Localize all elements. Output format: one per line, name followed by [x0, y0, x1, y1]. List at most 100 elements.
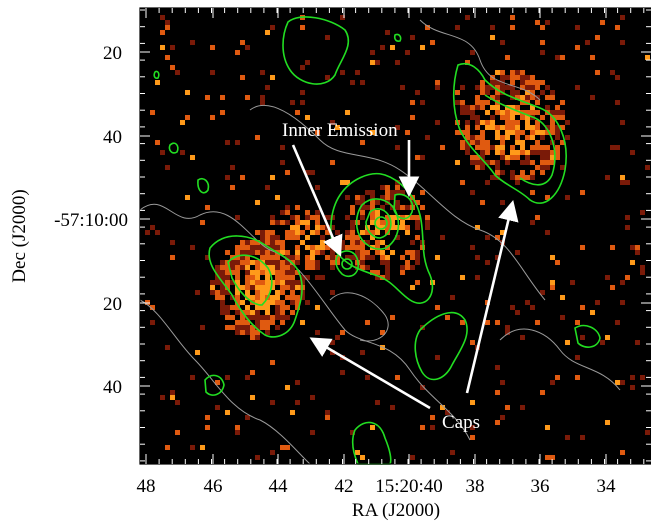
- emission-pixel: [290, 280, 295, 285]
- emission-pixel: [480, 120, 485, 125]
- emission-pixel: [245, 320, 250, 325]
- emission-pixel: [480, 80, 485, 85]
- emission-pixel: [315, 185, 320, 190]
- emission-pixel: [565, 435, 570, 440]
- emission-pixel: [480, 150, 485, 155]
- emission-pixel: [270, 315, 275, 320]
- green-contour: [204, 374, 225, 396]
- emission-pixel: [510, 115, 515, 120]
- emission-pixel: [480, 90, 485, 95]
- emission-pixel: [375, 270, 380, 275]
- emission-pixel: [640, 375, 645, 380]
- emission-pixel: [370, 210, 375, 215]
- emission-pixel: [255, 285, 260, 290]
- emission-pixel: [525, 115, 530, 120]
- emission-pixel: [495, 320, 500, 325]
- emission-pixel: [555, 150, 560, 155]
- emission-pixel: [510, 120, 515, 125]
- emission-pixel: [530, 80, 535, 85]
- emission-pixel: [165, 25, 170, 30]
- emission-pixel: [560, 295, 565, 300]
- emission-pixel: [620, 300, 625, 305]
- emission-pixel: [245, 255, 250, 260]
- emission-pixel: [475, 225, 480, 230]
- emission-pixel: [240, 260, 245, 265]
- emission-pixel: [255, 325, 260, 330]
- emission-pixel: [265, 250, 270, 255]
- emission-pixel: [520, 405, 525, 410]
- emission-pixel: [375, 400, 380, 405]
- emission-pixel: [240, 255, 245, 260]
- emission-pixel: [525, 120, 530, 125]
- emission-pixel: [225, 280, 230, 285]
- emission-pixel: [550, 380, 555, 385]
- emission-pixel: [575, 25, 580, 30]
- emission-pixel: [305, 210, 310, 215]
- emission-pixel: [495, 135, 500, 140]
- emission-pixel: [305, 245, 310, 250]
- emission-pixel: [490, 115, 495, 120]
- emission-pixel: [415, 225, 420, 230]
- emission-pixel: [285, 265, 290, 270]
- emission-pixel: [290, 215, 295, 220]
- emission-pixel: [370, 50, 375, 55]
- emission-pixel: [565, 135, 570, 140]
- emission-pixel: [295, 285, 300, 290]
- emission-pixel: [205, 95, 210, 100]
- emission-pixel: [365, 320, 370, 325]
- emission-pixel: [275, 240, 280, 245]
- emission-pixel: [595, 300, 600, 305]
- emission-pixel: [355, 250, 360, 255]
- emission-pixel: [265, 330, 270, 335]
- emission-pixel: [265, 285, 270, 290]
- emission-pixel: [540, 160, 545, 165]
- emission-pixel: [535, 120, 540, 125]
- emission-pixel: [285, 295, 290, 300]
- emission-pixel: [495, 125, 500, 130]
- emission-pixel: [555, 145, 560, 150]
- gray-contour: [499, 328, 621, 391]
- emission-pixel: [565, 120, 570, 125]
- emission-pixel: [190, 40, 195, 45]
- emission-pixel: [240, 320, 245, 325]
- emission-pixel: [215, 405, 220, 410]
- emission-pixel: [360, 260, 365, 265]
- green-contour: [374, 216, 388, 230]
- emission-pixel: [605, 175, 610, 180]
- emission-pixel: [475, 105, 480, 110]
- emission-pixel: [515, 90, 520, 95]
- emission-pixel: [255, 260, 260, 265]
- emission-pixel: [360, 195, 365, 200]
- emission-pixel: [575, 355, 580, 360]
- emission-pixel: [530, 190, 535, 195]
- emission-pixel: [295, 400, 300, 405]
- emission-pixel: [190, 155, 195, 160]
- emission-pixel: [515, 150, 520, 155]
- emission-pixel: [245, 305, 250, 310]
- emission-pixel: [240, 245, 245, 250]
- emission-pixel: [575, 320, 580, 325]
- emission-pixel: [275, 275, 280, 280]
- emission-pixel: [560, 165, 565, 170]
- emission-pixel: [490, 85, 495, 90]
- emission-pixel: [340, 15, 345, 20]
- emission-pixel: [515, 155, 520, 160]
- emission-pixel: [485, 85, 490, 90]
- emission-pixel: [485, 180, 490, 185]
- emission-pixel: [290, 255, 295, 260]
- emission-pixel: [345, 215, 350, 220]
- emission-pixel: [300, 295, 305, 300]
- emission-pixel: [540, 145, 545, 150]
- emission-pixel: [325, 255, 330, 260]
- emission-pixel: [500, 150, 505, 155]
- emission-pixel: [530, 75, 535, 80]
- emission-pixel: [560, 110, 565, 115]
- emission-pixel: [485, 90, 490, 95]
- emission-pixel: [545, 20, 550, 25]
- emission-pixel: [480, 140, 485, 145]
- emission-pixel: [235, 320, 240, 325]
- emission-pixel: [480, 85, 485, 90]
- emission-pixel: [400, 255, 405, 260]
- emission-pixel: [560, 125, 565, 130]
- emission-pixel: [495, 130, 500, 135]
